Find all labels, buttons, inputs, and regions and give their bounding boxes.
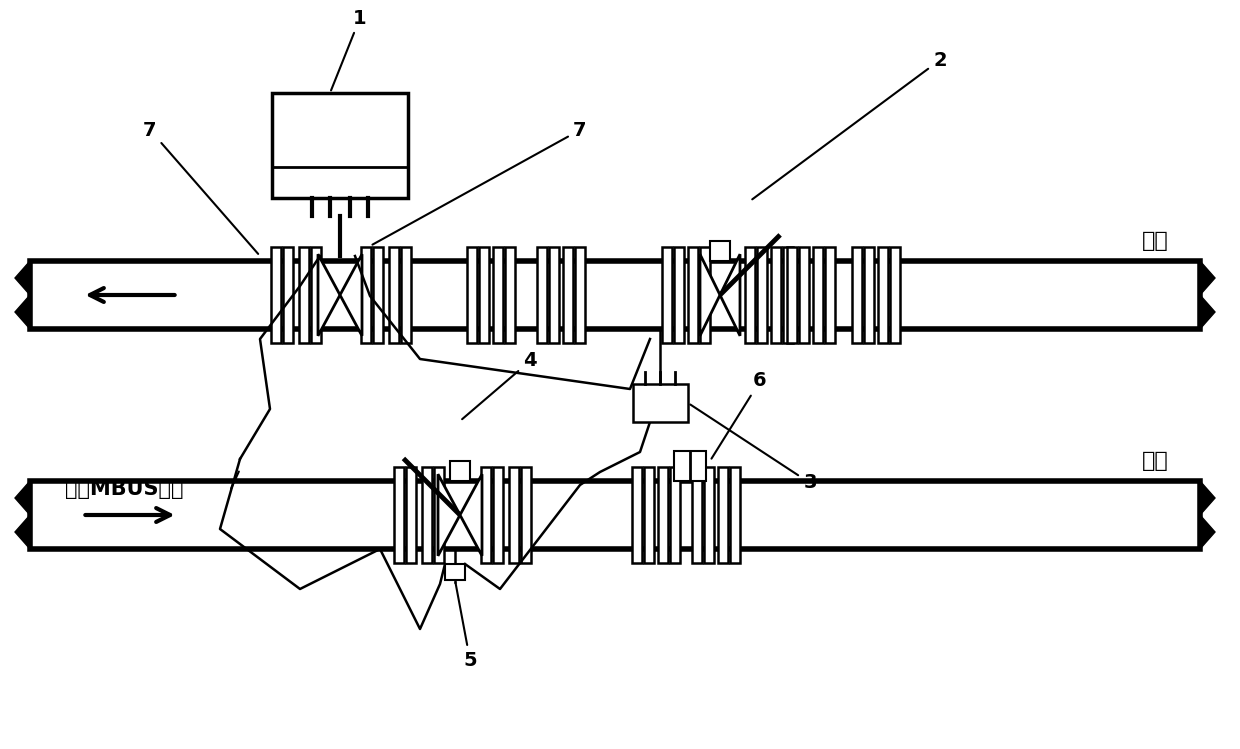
Text: 4: 4 — [463, 351, 537, 419]
Bar — [434, 467, 444, 562]
Bar — [864, 247, 874, 342]
Bar — [30, 261, 1200, 329]
Bar — [422, 467, 432, 562]
Bar — [688, 247, 698, 342]
Bar — [494, 247, 503, 342]
Text: 3: 3 — [691, 404, 817, 493]
Bar — [494, 467, 503, 562]
Bar — [718, 467, 728, 562]
Bar — [537, 247, 547, 342]
Bar — [662, 247, 672, 342]
Bar — [701, 247, 711, 342]
Polygon shape — [460, 474, 482, 556]
Bar — [299, 247, 309, 342]
Polygon shape — [15, 481, 30, 549]
Bar — [692, 467, 702, 562]
Polygon shape — [317, 254, 340, 336]
Text: 回水: 回水 — [1142, 451, 1168, 471]
Polygon shape — [15, 261, 30, 329]
Bar — [675, 451, 706, 481]
Polygon shape — [1200, 481, 1215, 549]
Bar — [704, 467, 714, 562]
Bar — [283, 247, 293, 342]
Bar — [745, 247, 755, 342]
Bar — [711, 241, 730, 261]
Bar — [575, 247, 585, 342]
Bar — [445, 564, 465, 580]
Bar — [373, 247, 383, 342]
Bar — [756, 247, 768, 342]
Text: 7: 7 — [372, 121, 587, 245]
Bar — [467, 247, 477, 342]
Bar — [450, 461, 470, 481]
Text: 1: 1 — [331, 8, 367, 91]
Polygon shape — [340, 254, 362, 336]
Text: 进水: 进水 — [1142, 231, 1168, 251]
Text: 7: 7 — [144, 121, 258, 254]
Bar — [361, 247, 371, 342]
Polygon shape — [701, 254, 720, 336]
Bar — [658, 467, 668, 562]
Bar — [890, 247, 900, 342]
Polygon shape — [1200, 261, 1215, 329]
Polygon shape — [720, 254, 740, 336]
Text: 连接MBUS总线: 连接MBUS总线 — [64, 479, 184, 499]
Bar — [771, 247, 781, 342]
Bar — [825, 247, 835, 342]
Bar — [632, 467, 642, 562]
Bar — [521, 467, 531, 562]
Bar — [405, 467, 415, 562]
Bar — [563, 247, 573, 342]
Bar — [799, 247, 808, 342]
Bar — [481, 467, 491, 562]
Bar — [549, 247, 559, 342]
Bar — [479, 247, 489, 342]
Bar — [813, 247, 823, 342]
Bar — [782, 247, 794, 342]
Bar — [401, 247, 410, 342]
Bar — [505, 247, 515, 342]
Bar — [389, 247, 399, 342]
Bar — [311, 247, 321, 342]
Bar — [272, 247, 281, 342]
Bar — [632, 384, 687, 422]
Bar — [272, 93, 408, 198]
Text: 2: 2 — [753, 50, 947, 199]
Text: 5: 5 — [455, 583, 477, 670]
Polygon shape — [438, 474, 460, 556]
Bar — [508, 467, 520, 562]
Bar — [675, 247, 684, 342]
Bar — [878, 247, 888, 342]
Bar — [394, 467, 404, 562]
Bar — [787, 247, 797, 342]
Bar — [852, 247, 862, 342]
Text: 6: 6 — [712, 372, 766, 458]
Bar — [644, 467, 653, 562]
Bar — [670, 467, 680, 562]
Bar — [30, 481, 1200, 549]
Bar — [730, 467, 740, 562]
